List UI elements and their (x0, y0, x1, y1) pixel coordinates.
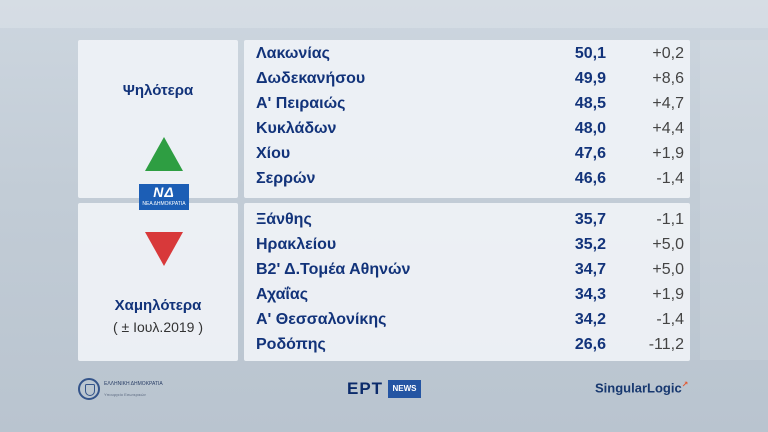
vote-share: 48,5 (574, 95, 606, 112)
region-name: Α' Πειραιώς (256, 95, 346, 112)
vote-change: -1,4 (656, 170, 684, 187)
gov-line1: ΕΛΛΗΝΙΚΗ ΔΗΜΟΚΡΑΤΙΑ (104, 381, 163, 387)
partner-accent-icon: ↗ (681, 380, 689, 389)
party-logo: ΝΔ ΝΕΑ ΔΗΜΟΚΡΑΤΙΑ (139, 184, 189, 210)
vote-share: 46,6 (574, 170, 606, 187)
result-row: Χίου 47,6 +1,9 (244, 145, 690, 169)
result-row: Ροδόπης 26,6 -11,2 (244, 336, 690, 360)
higher-label: Ψηλότερα (122, 82, 194, 99)
vote-change: +8,6 (652, 70, 684, 87)
background-block (0, 0, 768, 28)
greek-emblem-icon (78, 378, 100, 400)
higher-results-panel (244, 40, 690, 198)
vote-change: +1,9 (652, 145, 684, 162)
party-logo-main: ΝΔ (153, 184, 175, 200)
vote-change: -1,4 (656, 311, 684, 328)
region-name: Ξάνθης (256, 211, 312, 228)
party-logo-sub: ΝΕΑ ΔΗΜΟΚΡΑΤΙΑ (142, 201, 186, 207)
vote-share: 35,7 (574, 211, 606, 228)
vote-change: -11,2 (648, 336, 684, 353)
result-row: Αχαΐας 34,3 +1,9 (244, 286, 690, 310)
vote-share: 48,0 (574, 120, 606, 137)
vote-share: 47,6 (574, 145, 606, 162)
gov-line2: Υπουργείο Εσωτερικών (104, 392, 146, 397)
result-row: Σερρών 46,6 -1,4 (244, 170, 690, 194)
vote-change: +1,9 (652, 286, 684, 303)
vote-share: 34,7 (574, 261, 606, 278)
lower-left-panel (78, 203, 238, 361)
vote-change: +5,0 (652, 236, 684, 253)
broadcaster-tag: NEWS (388, 380, 421, 398)
vote-share: 34,3 (574, 286, 606, 303)
background-block (700, 40, 768, 360)
lower-label: Χαμηλότερα (114, 297, 202, 314)
region-name: Αχαΐας (256, 286, 309, 303)
higher-left-panel (78, 40, 238, 198)
lower-results-panel (244, 203, 690, 361)
region-name: Λακωνίας (256, 45, 330, 62)
partner-logo: SingularLogic↗ (595, 380, 688, 395)
result-row: Λακωνίας 50,1 +0,2 (244, 45, 690, 69)
vote-change: -1,1 (656, 211, 684, 228)
gov-text: ΕΛΛΗΝΙΚΗ ΔΗΜΟΚΡΑΤΙΑ Υπουργείο Εσωτερικών (104, 381, 163, 397)
vote-share: 49,9 (574, 70, 606, 87)
vote-share: 35,2 (574, 236, 606, 253)
lower-note: ( ± Ιουλ.2019 ) (112, 319, 204, 335)
result-row: Κυκλάδων 48,0 +4,4 (244, 120, 690, 144)
region-name: Σερρών (256, 170, 316, 187)
region-name: Β2' Δ.Τομέα Αθηνών (256, 261, 411, 278)
up-triangle-icon (145, 137, 183, 171)
vote-change: +0,2 (652, 45, 684, 62)
result-row: Α' Πειραιώς 48,5 +4,7 (244, 95, 690, 119)
region-name: Ροδόπης (256, 336, 326, 353)
result-row: Α' Θεσσαλονίκης 34,2 -1,4 (244, 311, 690, 335)
down-triangle-icon (145, 232, 183, 266)
region-name: Χίου (256, 145, 291, 162)
result-row: Ξάνθης 35,7 -1,1 (244, 211, 690, 235)
partner-name: SingularLogic (595, 380, 682, 396)
region-name: Δωδεκανήσου (256, 70, 366, 87)
vote-share: 34,2 (574, 311, 606, 328)
region-name: Ηρακλείου (256, 236, 337, 253)
vote-change: +4,4 (652, 120, 684, 137)
broadcaster-logo: ΕΡΤ (347, 379, 384, 398)
vote-change: +4,7 (652, 95, 684, 112)
region-name: Κυκλάδων (256, 120, 337, 137)
vote-change: +5,0 (652, 261, 684, 278)
result-row: Ηρακλείου 35,2 +5,0 (244, 236, 690, 260)
result-row: Β2' Δ.Τομέα Αθηνών 34,7 +5,0 (244, 261, 690, 285)
vote-share: 26,6 (574, 336, 606, 353)
region-name: Α' Θεσσαλονίκης (256, 311, 387, 328)
result-row: Δωδεκανήσου 49,9 +8,6 (244, 70, 690, 94)
vote-share: 50,1 (574, 45, 606, 62)
